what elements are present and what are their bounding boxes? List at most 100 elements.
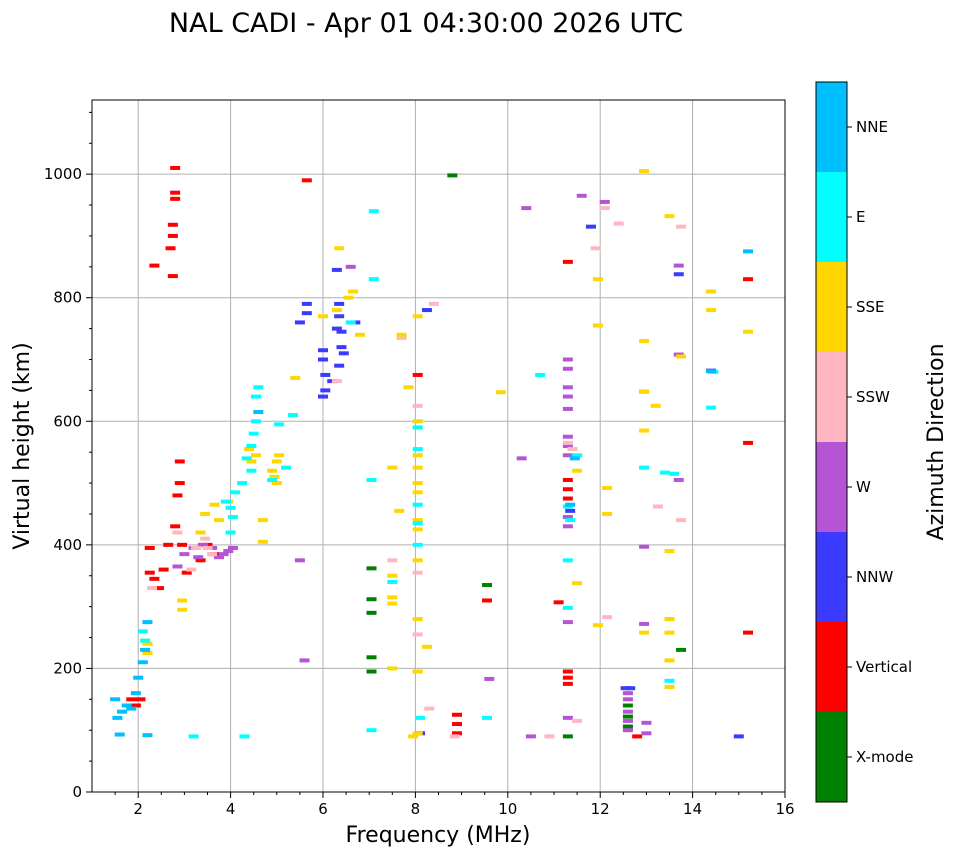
echo-point-e bbox=[412, 521, 423, 526]
echo-point-vertical bbox=[170, 196, 181, 201]
echo-point-nnw bbox=[318, 394, 328, 399]
echo-point-vertical bbox=[562, 259, 573, 264]
x-tick-label: 8 bbox=[411, 800, 421, 818]
echo-point-w bbox=[673, 263, 684, 268]
echo-point-e bbox=[368, 277, 379, 282]
echo-point-sse bbox=[412, 558, 423, 563]
echo-point-e bbox=[237, 481, 248, 486]
echo-point-nne bbox=[112, 715, 123, 720]
colorbar-label: Azimuth Direction bbox=[924, 343, 949, 540]
echo-point-nnw bbox=[421, 308, 432, 313]
y-tick-label: 200 bbox=[53, 659, 82, 677]
echo-point-w bbox=[562, 366, 573, 371]
colorbar-segment-x-mode bbox=[816, 712, 847, 802]
echo-point-ssw bbox=[572, 718, 583, 723]
echo-point-x-mode bbox=[622, 714, 633, 719]
echo-point-vertical bbox=[165, 246, 176, 251]
plot-area: 2 4 6 8 10 12 14 16 0 200 400 600 800 1000 bbox=[44, 99, 795, 818]
echo-point-ssw bbox=[396, 335, 407, 340]
echo-point-nnw bbox=[585, 224, 596, 229]
echo-point-e bbox=[366, 477, 377, 482]
echo-point-x-mode bbox=[622, 703, 633, 708]
echo-point-ssw bbox=[412, 403, 423, 408]
echo-point-sse bbox=[639, 630, 650, 635]
echo-point-sse bbox=[412, 419, 423, 424]
echo-point-nne bbox=[253, 410, 264, 415]
colorbar-label-e: E bbox=[856, 208, 865, 226]
echo-point-sse bbox=[387, 465, 398, 470]
echo-point-w bbox=[562, 444, 573, 448]
echo-point-w bbox=[562, 515, 573, 520]
echo-point-w bbox=[622, 709, 633, 714]
echo-point-e bbox=[241, 456, 252, 461]
echo-point-w bbox=[197, 542, 208, 547]
echo-point-ssw bbox=[387, 558, 398, 563]
azimuth-colorbar: X-mode Vertical NNW W SSW SSE E NNE bbox=[815, 81, 913, 803]
echo-point-e bbox=[274, 422, 285, 427]
echo-point-nne bbox=[565, 502, 576, 507]
grid-lines bbox=[92, 100, 785, 792]
echo-point-vertical bbox=[144, 570, 155, 575]
echo-point-vertical bbox=[451, 722, 462, 727]
echo-point-w bbox=[562, 620, 573, 625]
echo-point-sse bbox=[271, 459, 282, 464]
echo-point-e bbox=[387, 579, 398, 584]
echo-point-vertical bbox=[167, 233, 178, 238]
echo-point-vertical bbox=[158, 567, 169, 572]
echo-point-sse bbox=[177, 607, 188, 612]
echo-point-sse bbox=[354, 332, 365, 337]
echo-point-sse bbox=[706, 308, 717, 313]
colorbar-segment-nne bbox=[816, 82, 847, 172]
echo-point-nne bbox=[140, 647, 151, 652]
echo-point-x-mode bbox=[676, 647, 687, 652]
echo-point-vertical bbox=[181, 570, 192, 575]
echo-point-vertical bbox=[301, 178, 312, 183]
echo-point-e bbox=[188, 734, 199, 739]
echo-point-nne bbox=[706, 369, 717, 374]
echo-point-x-mode bbox=[447, 173, 458, 178]
echo-point-vertical bbox=[743, 277, 754, 282]
echo-point-vertical bbox=[451, 712, 462, 717]
echo-point-nnw bbox=[334, 314, 345, 319]
echo-point-e bbox=[412, 447, 423, 452]
colorbar-segment-ssw bbox=[816, 352, 847, 442]
colorbar-segment-e bbox=[816, 172, 847, 262]
echo-point-ssw bbox=[147, 586, 158, 591]
x-tick-label: 12 bbox=[591, 800, 610, 818]
echo-point-ssw bbox=[172, 530, 183, 535]
colorbar-label-nne: NNE bbox=[856, 118, 888, 136]
echo-point-sse bbox=[396, 332, 407, 337]
echo-point-w bbox=[622, 691, 633, 696]
echo-point-e bbox=[412, 542, 423, 547]
echo-point-vertical bbox=[743, 440, 754, 445]
echo-point-e bbox=[562, 558, 573, 563]
echo-point-x-mode bbox=[366, 566, 377, 571]
echo-point-ssw bbox=[599, 206, 610, 211]
echo-point-sse bbox=[664, 684, 675, 689]
echo-point-ssw bbox=[424, 706, 435, 711]
echo-point-e bbox=[248, 431, 259, 436]
echo-point-w bbox=[223, 549, 234, 554]
echo-point-ssw bbox=[567, 447, 578, 452]
colorbar-segment-nnw bbox=[816, 532, 847, 622]
echo-point-nne bbox=[114, 732, 125, 737]
echo-point-w bbox=[345, 264, 356, 269]
colorbar-segments bbox=[816, 82, 847, 802]
echo-point-vertical bbox=[562, 477, 573, 482]
echo-point-sse bbox=[142, 650, 153, 655]
echo-point-ssw bbox=[602, 615, 613, 620]
echo-point-e bbox=[565, 518, 576, 523]
echo-point-e bbox=[140, 638, 151, 643]
echo-point-w bbox=[299, 658, 310, 663]
echo-point-sse bbox=[334, 246, 345, 251]
colorbar-label-ssw: SSW bbox=[856, 388, 890, 406]
echo-point-nne bbox=[126, 706, 137, 711]
echo-point-vertical bbox=[553, 600, 564, 605]
echo-point-sse bbox=[650, 403, 661, 408]
echo-point-vertical bbox=[482, 598, 493, 603]
echo-point-e bbox=[227, 515, 238, 520]
echo-point-nnw bbox=[334, 363, 345, 368]
echo-point-sse bbox=[639, 389, 650, 394]
echo-point-vertical bbox=[632, 734, 643, 739]
y-tick-label: 0 bbox=[72, 783, 82, 801]
